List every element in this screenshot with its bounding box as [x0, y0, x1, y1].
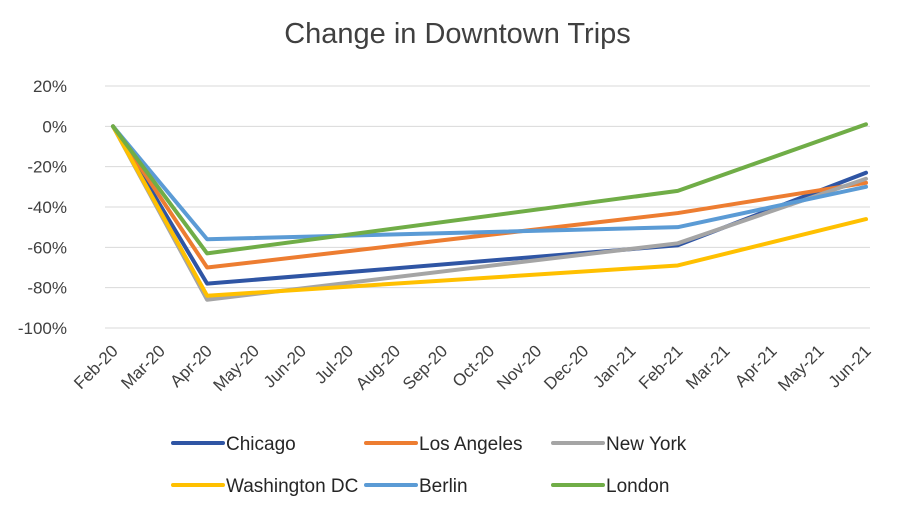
x-tick-label: Oct-20 [449, 341, 499, 391]
legend-label-los-angeles: Los Angeles [419, 434, 523, 455]
x-tick-label: Dec-20 [540, 341, 592, 393]
series-line-chicago [111, 124, 868, 286]
x-tick-label: Jun-20 [260, 341, 310, 391]
x-tick-label: Feb-20 [70, 341, 122, 393]
series-line-berlin [111, 124, 868, 242]
series-line-los-angeles [111, 124, 868, 270]
y-tick-label: -20% [27, 158, 67, 177]
x-tick-label: May-21 [774, 341, 828, 395]
x-tick-label: Mar-20 [117, 341, 169, 393]
x-tick-label: Apr-21 [731, 341, 781, 391]
x-tick-label: Jul-20 [311, 341, 357, 387]
y-tick-label: -60% [27, 238, 67, 257]
chart-title: Change in Downtown Trips [284, 18, 631, 50]
x-tick-label: May-20 [209, 341, 263, 395]
y-tick-label: -100% [18, 319, 67, 338]
legend-label-chicago: Chicago [226, 434, 296, 455]
gridlines [105, 85, 870, 329]
legend-label-washington-dc: Washington DC [226, 476, 358, 497]
legend-label-berlin: Berlin [419, 476, 468, 497]
y-tick-label: -40% [27, 198, 67, 217]
x-tick-label: Mar-21 [682, 341, 734, 393]
x-tick-label: Aug-20 [352, 341, 404, 393]
x-tick-label: Sep-20 [399, 341, 451, 393]
series-line-london [111, 122, 868, 256]
x-tick-label: Jan-21 [589, 341, 639, 391]
y-axis-ticks: 20% 0% -20% -40% -60% -80% -100% [18, 77, 67, 338]
y-tick-label: -80% [27, 279, 67, 298]
series-line-washington-dc [111, 124, 868, 298]
legend: Chicago Los Angeles New York Washington DC B… [171, 434, 687, 497]
series-lines [111, 122, 868, 302]
y-tick-label: 0% [42, 117, 67, 136]
x-tick-label: Jun-21 [825, 341, 875, 391]
x-tick-label: Apr-20 [166, 341, 216, 391]
legend-label-new-york: New York [606, 434, 687, 455]
x-tick-label: Nov-20 [493, 341, 545, 393]
legend-label-london: London [606, 476, 669, 497]
x-tick-label: Feb-21 [635, 341, 687, 393]
y-tick-label: 20% [33, 77, 67, 96]
